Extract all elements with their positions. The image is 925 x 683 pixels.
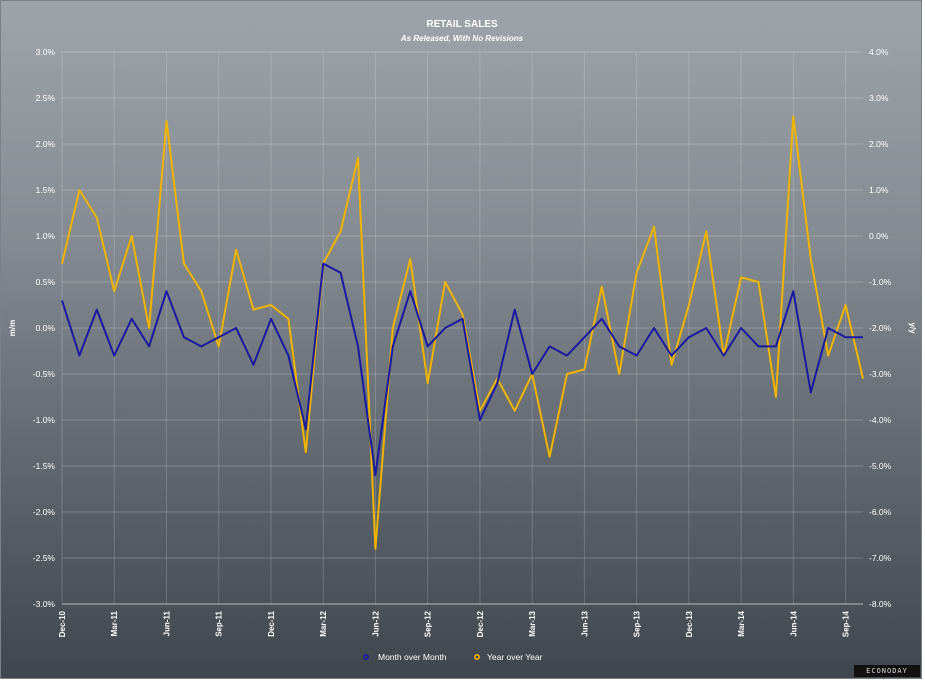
x-tick-label: Jun-12 [371,610,380,636]
right-tick-label: -1.0% [869,277,892,287]
right-tick-label: 1.0% [869,185,889,195]
x-tick-label: Dec-13 [685,610,694,637]
left-tick-label: 2.5% [36,93,56,103]
right-tick-label: 2.0% [869,139,889,149]
left-tick-label: 0.5% [36,277,56,287]
x-tick-label: Mar-14 [737,610,746,636]
x-tick-label: Mar-11 [110,610,119,636]
left-tick-label: 0.0% [36,323,56,333]
chart-title: RETAIL SALES [426,19,498,30]
left-tick-label: 1.0% [36,231,56,241]
x-tick-label: Sep-13 [633,610,642,637]
left-tick-label: -0.5% [33,369,56,379]
x-axis-ticks: Dec-10 Mar-11 Jun-11 Sep-11 Dec-11 Mar-12 Jun-… [58,610,851,637]
left-tick-label: 3.0% [36,47,56,57]
chart-subtitle: As Released, With No Revisions [400,34,524,43]
right-axis-label: y/y [908,322,917,334]
x-tick-label: Sep-14 [842,610,851,637]
left-axis-ticks: 3.0% 2.5% 2.0% 1.5% 1.0% 0.5% 0.0% -0.5% -1.0% -1… [33,47,56,609]
x-tick-label: Mar-13 [528,610,537,636]
series-line-mom [61,262,863,477]
right-tick-label: -4.0% [869,415,892,425]
right-axis-ticks: 4.0% 3.0% 2.0% 1.0% 0.0% -1.0% -2.0% -3.0% -4.0%… [869,47,892,609]
legend-label-yoy: Year over Year [487,652,543,662]
legend-marker-yoy [473,653,480,660]
right-tick-label: -2.0% [869,323,892,333]
left-tick-label: 1.5% [36,185,56,195]
right-tick-label: 4.0% [869,47,889,57]
x-tick-label: Sep-12 [424,610,433,637]
x-tick-label: Dec-11 [267,610,276,636]
left-tick-label: -3.0% [33,599,56,609]
series-lines [61,115,864,550]
legend-label-mom: Month over Month [378,652,447,662]
x-tick-label: Jun-11 [162,610,171,636]
x-tick-label: Sep-11 [215,610,224,636]
left-tick-label: -1.5% [33,461,56,471]
left-tick-label: -2.0% [33,507,56,517]
grid-lines [61,51,863,605]
right-tick-label: 0.0% [869,231,889,241]
right-tick-label: -6.0% [869,507,892,517]
x-tick-label: Mar-12 [319,610,328,636]
right-tick-label: 3.0% [869,93,889,103]
left-tick-label: 2.0% [36,139,56,149]
x-tick-label: Dec-12 [476,610,485,637]
x-tick-label: Jun-13 [580,610,589,636]
right-tick-label: -7.0% [869,553,892,563]
legend-marker-mom [362,653,369,660]
left-tick-label: -2.5% [33,553,56,563]
legend: Month over Month Year over Year [362,652,543,662]
right-tick-label: -8.0% [869,599,892,609]
series-line-yoy [61,115,864,550]
right-tick-label: -5.0% [869,461,892,471]
left-axis-label: m/m [8,320,17,336]
right-tick-label: -3.0% [869,369,892,379]
left-tick-label: -1.0% [33,415,56,425]
x-tick-label: Dec-10 [58,610,67,637]
econoday-logo: ECONODAY [854,665,920,677]
x-tick-label: Jun-14 [789,610,798,636]
